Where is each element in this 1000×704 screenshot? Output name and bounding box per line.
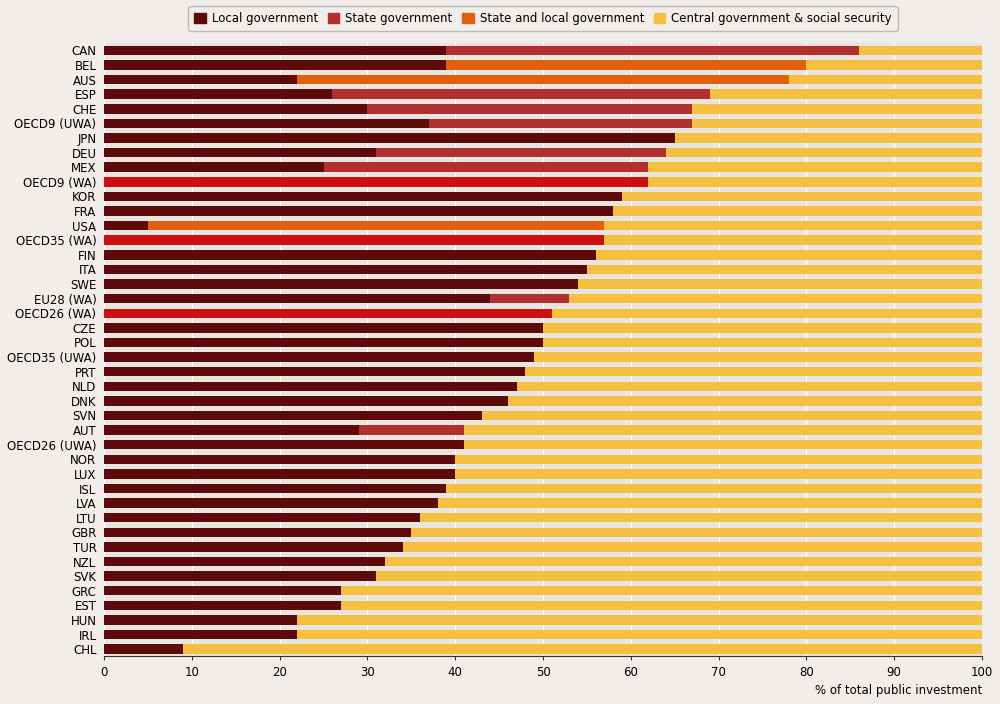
Bar bbox=[648, 177, 982, 187]
Bar bbox=[666, 148, 982, 158]
Bar bbox=[446, 484, 982, 494]
Bar bbox=[104, 133, 675, 143]
Bar bbox=[104, 396, 508, 406]
Bar bbox=[183, 644, 982, 654]
Bar bbox=[104, 382, 517, 391]
Bar bbox=[455, 469, 982, 479]
Bar bbox=[104, 572, 376, 581]
Bar bbox=[789, 75, 982, 84]
Bar bbox=[297, 75, 789, 84]
Bar bbox=[104, 425, 359, 435]
Bar bbox=[104, 498, 438, 508]
Bar bbox=[552, 308, 982, 318]
Bar bbox=[446, 46, 859, 55]
Bar bbox=[104, 527, 411, 537]
Bar bbox=[104, 410, 482, 420]
Bar bbox=[859, 46, 982, 55]
Bar bbox=[104, 236, 604, 245]
Bar bbox=[104, 46, 446, 55]
Bar bbox=[604, 236, 982, 245]
Bar bbox=[806, 61, 982, 70]
Bar bbox=[578, 279, 982, 289]
Bar bbox=[455, 455, 982, 464]
Bar bbox=[104, 104, 367, 113]
Bar bbox=[482, 410, 982, 420]
Bar bbox=[104, 206, 613, 215]
Bar bbox=[622, 191, 982, 201]
Bar bbox=[104, 469, 455, 479]
Bar bbox=[446, 61, 806, 70]
Bar bbox=[104, 279, 578, 289]
Bar bbox=[297, 615, 982, 624]
Bar bbox=[104, 163, 324, 172]
Bar bbox=[367, 104, 692, 113]
Bar bbox=[341, 586, 982, 596]
X-axis label: % of total public investment: % of total public investment bbox=[815, 684, 982, 697]
Bar bbox=[104, 61, 446, 70]
Bar bbox=[376, 572, 982, 581]
Bar bbox=[104, 367, 525, 377]
Bar bbox=[534, 352, 982, 362]
Bar bbox=[104, 119, 429, 128]
Bar bbox=[104, 542, 403, 552]
Bar bbox=[385, 557, 982, 566]
Bar bbox=[692, 119, 982, 128]
Bar bbox=[104, 221, 148, 230]
Bar bbox=[104, 338, 543, 347]
Bar bbox=[648, 163, 982, 172]
Legend: Local government, State government, State and local government, Central governme: Local government, State government, Stat… bbox=[188, 6, 898, 31]
Bar bbox=[104, 601, 341, 610]
Bar bbox=[104, 513, 420, 522]
Bar bbox=[148, 221, 604, 230]
Bar bbox=[420, 513, 982, 522]
Bar bbox=[341, 601, 982, 610]
Bar bbox=[675, 133, 982, 143]
Bar bbox=[104, 615, 297, 624]
Bar bbox=[411, 527, 982, 537]
Bar bbox=[613, 206, 982, 215]
Bar bbox=[104, 644, 183, 654]
Bar bbox=[429, 119, 692, 128]
Bar bbox=[543, 323, 982, 332]
Bar bbox=[569, 294, 982, 303]
Bar bbox=[104, 630, 297, 639]
Bar bbox=[596, 250, 982, 260]
Bar bbox=[104, 484, 446, 494]
Bar bbox=[587, 265, 982, 274]
Bar bbox=[104, 308, 552, 318]
Bar bbox=[104, 294, 490, 303]
Bar bbox=[710, 89, 982, 99]
Bar bbox=[438, 498, 982, 508]
Bar bbox=[104, 440, 464, 449]
Bar bbox=[104, 557, 385, 566]
Bar bbox=[104, 177, 648, 187]
Bar bbox=[104, 323, 543, 332]
Bar bbox=[508, 396, 982, 406]
Bar bbox=[464, 425, 982, 435]
Bar bbox=[604, 221, 982, 230]
Bar bbox=[104, 250, 596, 260]
Bar bbox=[104, 352, 534, 362]
Bar bbox=[490, 294, 569, 303]
Bar bbox=[332, 89, 710, 99]
Bar bbox=[104, 455, 455, 464]
Bar bbox=[104, 191, 622, 201]
Bar bbox=[376, 148, 666, 158]
Bar bbox=[104, 89, 332, 99]
Bar bbox=[517, 382, 982, 391]
Bar bbox=[104, 148, 376, 158]
Bar bbox=[403, 542, 982, 552]
Bar bbox=[359, 425, 464, 435]
Bar bbox=[464, 440, 982, 449]
Bar bbox=[297, 630, 982, 639]
Bar bbox=[525, 367, 982, 377]
Bar bbox=[692, 104, 982, 113]
Bar bbox=[104, 586, 341, 596]
Bar bbox=[104, 75, 297, 84]
Bar bbox=[324, 163, 648, 172]
Bar bbox=[543, 338, 982, 347]
Bar bbox=[104, 265, 587, 274]
